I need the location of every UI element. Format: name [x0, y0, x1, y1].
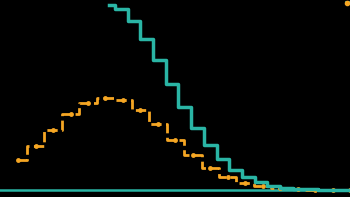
Legend: , : ,	[346, 1, 349, 4]
